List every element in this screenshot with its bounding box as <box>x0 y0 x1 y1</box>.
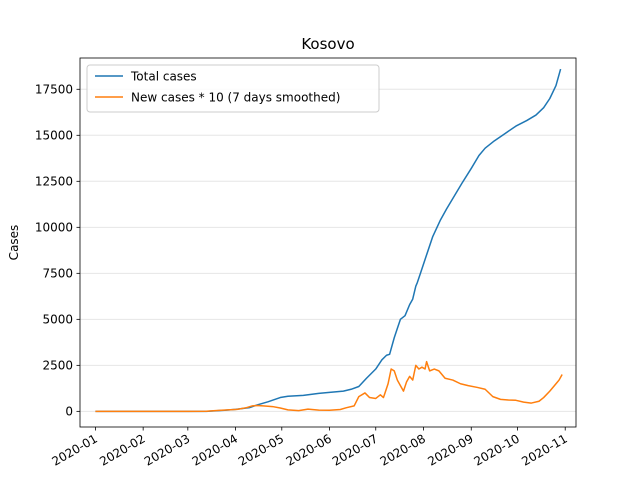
y-axis-label: Cases <box>7 225 21 261</box>
y-tick-label: 2500 <box>42 359 73 373</box>
legend-label-total-cases: Total cases <box>130 70 197 84</box>
y-tick-label: 7500 <box>42 267 73 281</box>
legend-label-new-cases: New cases * 10 (7 days smoothed) <box>131 91 340 105</box>
y-axis: 0 2500 5000 7500 10000 12500 15000 17500 <box>35 83 80 419</box>
series-line-new-cases <box>95 360 563 413</box>
legend: Total cases New cases * 10 (7 days smoot… <box>86 64 380 113</box>
y-tick-label: 5000 <box>42 313 73 327</box>
series-line-total-cases <box>95 68 562 413</box>
y-tick-label: 10000 <box>35 221 73 235</box>
plot-frame <box>79 57 577 428</box>
y-tick-label: 17500 <box>35 83 73 97</box>
chart-title: Kosovo <box>301 35 354 53</box>
y-tick-label: 15000 <box>35 129 73 143</box>
y-tick-label: 12500 <box>35 175 73 189</box>
legend-box <box>86 64 380 113</box>
y-tick-label: 0 <box>65 405 73 419</box>
series-layer <box>95 68 563 413</box>
